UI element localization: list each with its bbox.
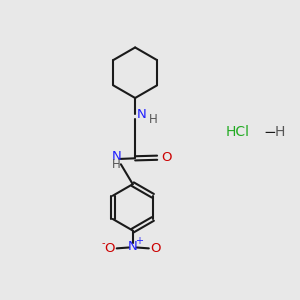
Text: O: O (104, 242, 115, 255)
Text: H: H (275, 125, 285, 139)
Text: H: H (148, 113, 157, 126)
Text: H: H (112, 158, 121, 171)
Text: N: N (137, 107, 147, 121)
Text: HCl: HCl (226, 125, 250, 139)
Text: N: N (112, 150, 122, 163)
Text: -: - (102, 238, 105, 248)
Text: N: N (128, 239, 138, 253)
Text: −: − (263, 125, 276, 140)
Text: O: O (151, 242, 161, 255)
Text: O: O (161, 151, 171, 164)
Text: +: + (135, 236, 143, 246)
